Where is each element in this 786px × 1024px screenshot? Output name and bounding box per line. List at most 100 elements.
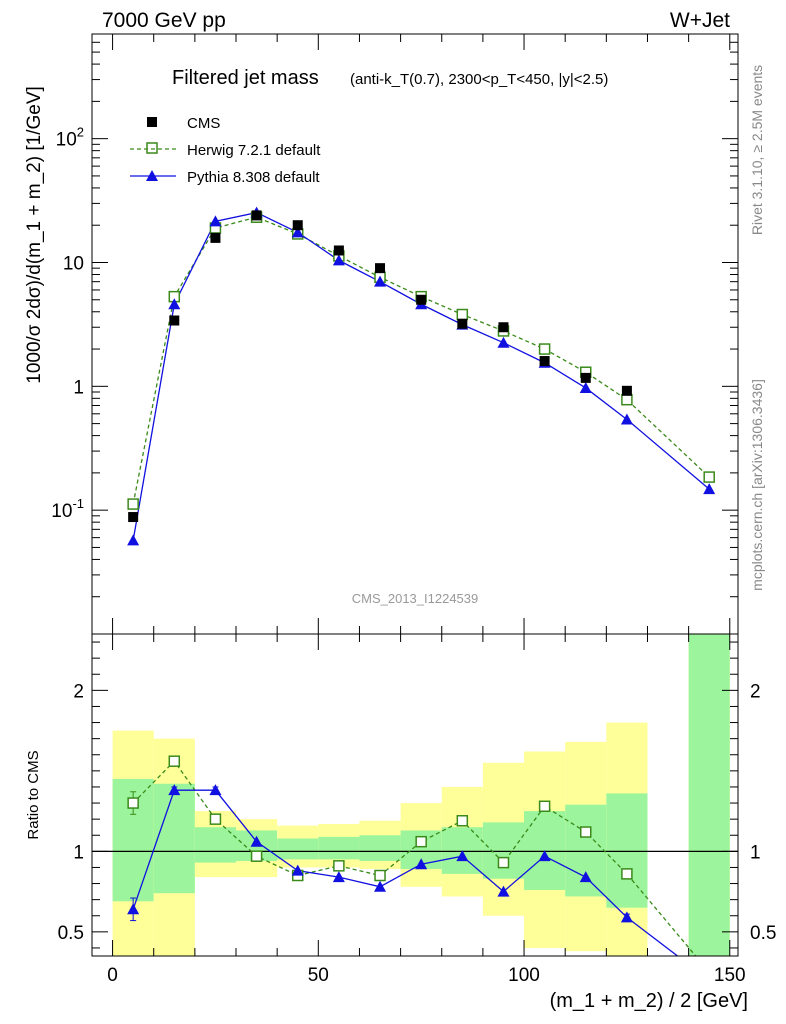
cms-point-9 bbox=[498, 322, 509, 333]
ratio-pythia-point-10 bbox=[538, 850, 551, 862]
main-ytick-label-base-3: 10 bbox=[56, 130, 77, 151]
band-inner-13 bbox=[688, 634, 730, 956]
cms-point-8 bbox=[457, 318, 468, 329]
ratio-ytick-label-right-2: 2 bbox=[750, 681, 761, 702]
ratio-pythia-line bbox=[132, 789, 679, 956]
mcplots-label: mcplots.cern.ch [arXiv:1306.3436] bbox=[749, 379, 765, 591]
band-inner-2 bbox=[194, 827, 237, 863]
ratio-pythia-point-0 bbox=[127, 903, 140, 915]
pythia-point-2 bbox=[209, 215, 222, 227]
ratio-frame bbox=[91, 633, 739, 957]
band-inner-9 bbox=[482, 822, 525, 879]
xtick-label-2: 100 bbox=[508, 965, 540, 986]
ratio-pythia-point-5 bbox=[332, 871, 345, 883]
pythia-point-12 bbox=[620, 413, 633, 425]
main-ytick-label-3: 102 bbox=[56, 125, 84, 151]
cms-point-6 bbox=[375, 263, 386, 274]
rivet-label: Rivet 3.1.10, ≥ 2.5M events bbox=[749, 65, 765, 235]
header-left: 7000 GeV pp bbox=[102, 9, 226, 32]
ratio-ytick-label-left-1: 1 bbox=[73, 842, 84, 863]
legend-marker-pythia bbox=[146, 170, 158, 181]
ratio-ytick-label-right-1: 1 bbox=[750, 842, 761, 863]
pythia-point-0 bbox=[127, 534, 140, 546]
ratio-herwig-point-1 bbox=[168, 755, 181, 767]
cms-point-4 bbox=[292, 220, 303, 231]
ratio-herwig-point-0 bbox=[127, 797, 139, 809]
ratio-herwig-point-13 bbox=[704, 967, 714, 977]
ratio-herwig-point-7 bbox=[415, 835, 427, 848]
ratio-herwig-point-3 bbox=[250, 850, 263, 862]
ratio-pythia-point-7 bbox=[415, 858, 428, 870]
band-inner-4 bbox=[277, 838, 319, 860]
ratio-pythia-point-6 bbox=[374, 880, 387, 892]
band-inner-12 bbox=[606, 793, 648, 908]
ratio-ytick-label-left-0: 0.5 bbox=[58, 923, 84, 944]
band-inner-6 bbox=[359, 835, 401, 862]
main-ytick-label-1: 1 bbox=[73, 377, 84, 398]
pythia-point-4 bbox=[291, 226, 304, 238]
ratio-herwig-point-2 bbox=[209, 813, 222, 825]
ratio-herwig-point-6 bbox=[374, 869, 386, 882]
pythia-point-1 bbox=[168, 298, 181, 310]
ratio-data-layer bbox=[92, 755, 738, 977]
herwig-line bbox=[132, 216, 710, 505]
ratio-pythia-point-9 bbox=[497, 885, 510, 897]
cms-point-10 bbox=[539, 356, 550, 367]
cms-point-2 bbox=[210, 232, 221, 243]
ratio-herwig-point-10 bbox=[538, 800, 551, 813]
legend-marker-herwig bbox=[146, 142, 158, 154]
ratio-pythia-point-1 bbox=[168, 784, 181, 796]
ratio-pythia-point-11 bbox=[579, 871, 592, 883]
cms-point-7 bbox=[416, 294, 427, 305]
x-axis-label: (m_1 + m_2) / 2 [GeV] bbox=[550, 990, 748, 1012]
ratio-pythia-point-3 bbox=[250, 835, 263, 847]
ratio-ytick-label-right-0: 0.5 bbox=[750, 923, 776, 944]
pythia-point-9 bbox=[497, 336, 510, 348]
legend-label-herwig: Herwig 7.2.1 default bbox=[187, 142, 321, 159]
main-title: Filtered jet mass bbox=[172, 67, 319, 89]
ratio-ytick-label-left-2: 2 bbox=[73, 681, 84, 702]
cms-point-12 bbox=[621, 385, 632, 396]
herwig-point-8 bbox=[456, 308, 469, 321]
main-data-layer bbox=[127, 206, 716, 546]
band-inner-5 bbox=[318, 836, 360, 860]
main-ytick-label-exp-3: 2 bbox=[77, 125, 84, 140]
ratio-panel: 0.5 0.5 1 1 2 2 0 50 100 150 Ratio to CMS bbox=[25, 633, 776, 986]
xtick-label-1: 50 bbox=[308, 965, 329, 986]
xtick-label-0: 0 bbox=[107, 965, 118, 986]
ratio-bands bbox=[112, 634, 730, 956]
ratio-ticks: 0.5 0.5 1 1 2 2 0 50 100 150 bbox=[58, 634, 776, 986]
herwig-point-0 bbox=[127, 498, 139, 510]
main-subtitle: (anti-k_T(0.7), 2300<p_T<450, |y|<2.5) bbox=[350, 71, 608, 88]
main-ylabel: 1000/σ 2dσ)/d(m_1 + m_2) [1/GeV] bbox=[24, 86, 45, 384]
ratio-herwig-point-8 bbox=[456, 815, 469, 827]
pythia-point-5 bbox=[332, 254, 345, 266]
herwig-point-12 bbox=[621, 393, 633, 406]
ratio-herwig-point-5 bbox=[333, 860, 345, 872]
legend: CMS Herwig 7.2.1 default Pythia 8.308 de… bbox=[130, 115, 321, 186]
cms-point-3 bbox=[251, 210, 262, 221]
herwig-point-10 bbox=[538, 343, 551, 355]
ratio-herwig-point-12 bbox=[621, 868, 633, 880]
pythia-point-13 bbox=[703, 483, 716, 495]
main-ytick-label-2: 10 bbox=[63, 253, 84, 274]
cms-point-5 bbox=[333, 245, 344, 256]
main-ytick-label-exp-0: -1 bbox=[72, 496, 84, 511]
main-ytick-label-base-0: 10 bbox=[51, 501, 72, 522]
herwig-point-13 bbox=[703, 471, 715, 483]
ratio-pythia-point-4 bbox=[291, 864, 304, 876]
legend-label-pythia: Pythia 8.308 default bbox=[187, 169, 320, 186]
pythia-point-6 bbox=[374, 275, 387, 287]
ratio-herwig-point-9 bbox=[497, 856, 510, 869]
xtick-label-3: 150 bbox=[714, 965, 746, 986]
ratio-pythia-point-2 bbox=[209, 784, 222, 796]
cms-point-0 bbox=[128, 512, 139, 523]
ratio-ylabel: Ratio to CMS bbox=[25, 750, 42, 839]
legend-label-cms: CMS bbox=[187, 115, 220, 132]
header-right: W+Jet bbox=[670, 9, 730, 32]
ratio-herwig-point-11 bbox=[580, 826, 592, 838]
pythia-line bbox=[132, 211, 710, 541]
main-ytick-label-0: 10-1 bbox=[51, 496, 84, 522]
